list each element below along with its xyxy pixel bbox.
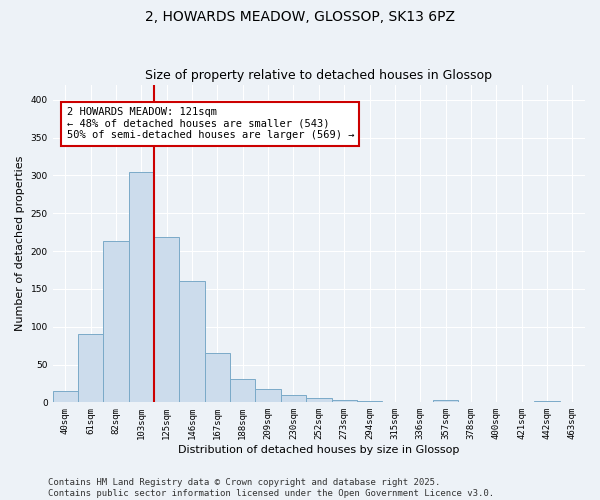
Bar [78, 334, 103, 402]
Bar [179, 282, 205, 403]
Text: 2, HOWARDS MEADOW, GLOSSOP, SK13 6PZ: 2, HOWARDS MEADOW, GLOSSOP, SK13 6PZ [145, 10, 455, 24]
Bar [433, 400, 458, 402]
Bar [205, 353, 230, 403]
Text: 2 HOWARDS MEADOW: 121sqm
← 48% of detached houses are smaller (543)
50% of semi-: 2 HOWARDS MEADOW: 121sqm ← 48% of detach… [67, 108, 354, 140]
Bar [357, 401, 382, 402]
Bar [129, 172, 154, 402]
Y-axis label: Number of detached properties: Number of detached properties [15, 156, 25, 331]
Text: Contains HM Land Registry data © Crown copyright and database right 2025.
Contai: Contains HM Land Registry data © Crown c… [48, 478, 494, 498]
X-axis label: Distribution of detached houses by size in Glossop: Distribution of detached houses by size … [178, 445, 460, 455]
Bar [154, 238, 179, 402]
Bar [306, 398, 332, 402]
Bar [256, 390, 281, 402]
Bar [53, 391, 78, 402]
Bar [230, 379, 256, 402]
Bar [535, 401, 560, 402]
Bar [332, 400, 357, 402]
Title: Size of property relative to detached houses in Glossop: Size of property relative to detached ho… [145, 69, 493, 82]
Bar [103, 241, 129, 402]
Bar [281, 395, 306, 402]
